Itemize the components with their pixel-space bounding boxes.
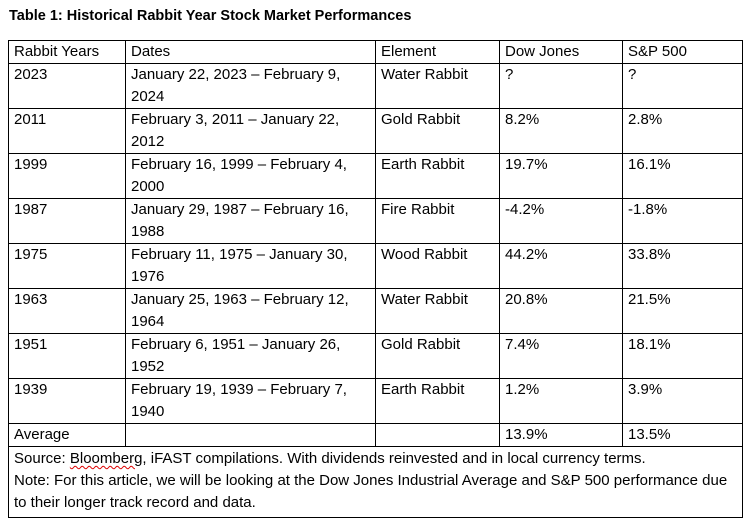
cell-dow: 19.7% bbox=[499, 153, 623, 199]
header-sp500: S&P 500 bbox=[622, 40, 743, 64]
cell-dates: February 6, 1951 – January 26, 1952 bbox=[125, 333, 376, 379]
cell-dates: February 3, 2011 – January 22, 2012 bbox=[125, 108, 376, 154]
cell-year: 1963 bbox=[8, 288, 126, 334]
cell-element: Earth Rabbit bbox=[375, 153, 500, 199]
cell-year: 1999 bbox=[8, 153, 126, 199]
cell-year: 2023 bbox=[8, 63, 126, 109]
performance-table: Rabbit Years Dates Element Dow Jones S&P… bbox=[8, 40, 743, 518]
cell-dow: 44.2% bbox=[499, 243, 623, 289]
cell-dow: 7.4% bbox=[499, 333, 623, 379]
average-sp: 13.5% bbox=[622, 423, 743, 447]
cell-element: Wood Rabbit bbox=[375, 243, 500, 289]
header-dow-jones: Dow Jones bbox=[499, 40, 623, 64]
average-label: Average bbox=[8, 423, 126, 447]
source-line: Source: Bloomberg, iFAST compilations. W… bbox=[14, 448, 737, 470]
cell-dates: February 11, 1975 – January 30, 1976 bbox=[125, 243, 376, 289]
footnote-row: Source: Bloomberg, iFAST compilations. W… bbox=[8, 446, 743, 518]
cell-dow: ? bbox=[499, 63, 623, 109]
table-row: 1975 February 11, 1975 – January 30, 197… bbox=[8, 243, 743, 289]
cell-element: Water Rabbit bbox=[375, 63, 500, 109]
header-dates: Dates bbox=[125, 40, 376, 64]
header-element: Element bbox=[375, 40, 500, 64]
cell-year: 1987 bbox=[8, 198, 126, 244]
cell-year: 1939 bbox=[8, 378, 126, 424]
cell-sp: 16.1% bbox=[622, 153, 743, 199]
cell-dow: 8.2% bbox=[499, 108, 623, 154]
cell-year: 2011 bbox=[8, 108, 126, 154]
average-empty-dates bbox=[125, 423, 376, 447]
table-row: 1963 January 25, 1963 – February 12, 196… bbox=[8, 288, 743, 334]
table-row: 2011 February 3, 2011 – January 22, 2012… bbox=[8, 108, 743, 154]
cell-element: Gold Rabbit bbox=[375, 108, 500, 154]
average-dow: 13.9% bbox=[499, 423, 623, 447]
header-row: Rabbit Years Dates Element Dow Jones S&P… bbox=[8, 40, 743, 64]
table-row: 1999 February 16, 1999 – February 4, 200… bbox=[8, 153, 743, 199]
table-title: Table 1: Historical Rabbit Year Stock Ma… bbox=[9, 8, 412, 24]
cell-sp: 21.5% bbox=[622, 288, 743, 334]
cell-dow: 1.2% bbox=[499, 378, 623, 424]
cell-element: Water Rabbit bbox=[375, 288, 500, 334]
header-rabbit-years: Rabbit Years bbox=[8, 40, 126, 64]
source-bloomberg: Bloomberg bbox=[69, 450, 143, 467]
note-text: Note: For this article, we will be looki… bbox=[14, 472, 728, 511]
cell-year: 1975 bbox=[8, 243, 126, 289]
table-row: 1987 January 29, 1987 – February 16, 198… bbox=[8, 198, 743, 244]
cell-dates: January 25, 1963 – February 12, 1964 bbox=[125, 288, 376, 334]
cell-sp: 2.8% bbox=[622, 108, 743, 154]
footnote-cell: Source: Bloomberg, iFAST compilations. W… bbox=[8, 446, 743, 518]
table-row: 1951 February 6, 1951 – January 26, 1952… bbox=[8, 333, 743, 379]
cell-element: Fire Rabbit bbox=[375, 198, 500, 244]
average-empty-element bbox=[375, 423, 500, 447]
source-rest: , iFAST compilations. With dividends rei… bbox=[142, 450, 646, 467]
cell-year: 1951 bbox=[8, 333, 126, 379]
cell-sp: 3.9% bbox=[622, 378, 743, 424]
table-row: 1939 February 19, 1939 – February 7, 194… bbox=[8, 378, 743, 424]
cell-dates: February 16, 1999 – February 4, 2000 bbox=[125, 153, 376, 199]
cell-sp: -1.8% bbox=[622, 198, 743, 244]
cell-sp: ? bbox=[622, 63, 743, 109]
cell-sp: 18.1% bbox=[622, 333, 743, 379]
cell-element: Earth Rabbit bbox=[375, 378, 500, 424]
table-row: 2023 January 22, 2023 – February 9, 2024… bbox=[8, 63, 743, 109]
cell-dow: 20.8% bbox=[499, 288, 623, 334]
cell-sp: 33.8% bbox=[622, 243, 743, 289]
cell-dates: January 22, 2023 – February 9, 2024 bbox=[125, 63, 376, 109]
source-prefix: Source: bbox=[14, 450, 70, 467]
cell-element: Gold Rabbit bbox=[375, 333, 500, 379]
average-row: Average 13.9% 13.5% bbox=[8, 423, 743, 447]
cell-dates: February 19, 1939 – February 7, 1940 bbox=[125, 378, 376, 424]
cell-dow: -4.2% bbox=[499, 198, 623, 244]
cell-dates: January 29, 1987 – February 16, 1988 bbox=[125, 198, 376, 244]
